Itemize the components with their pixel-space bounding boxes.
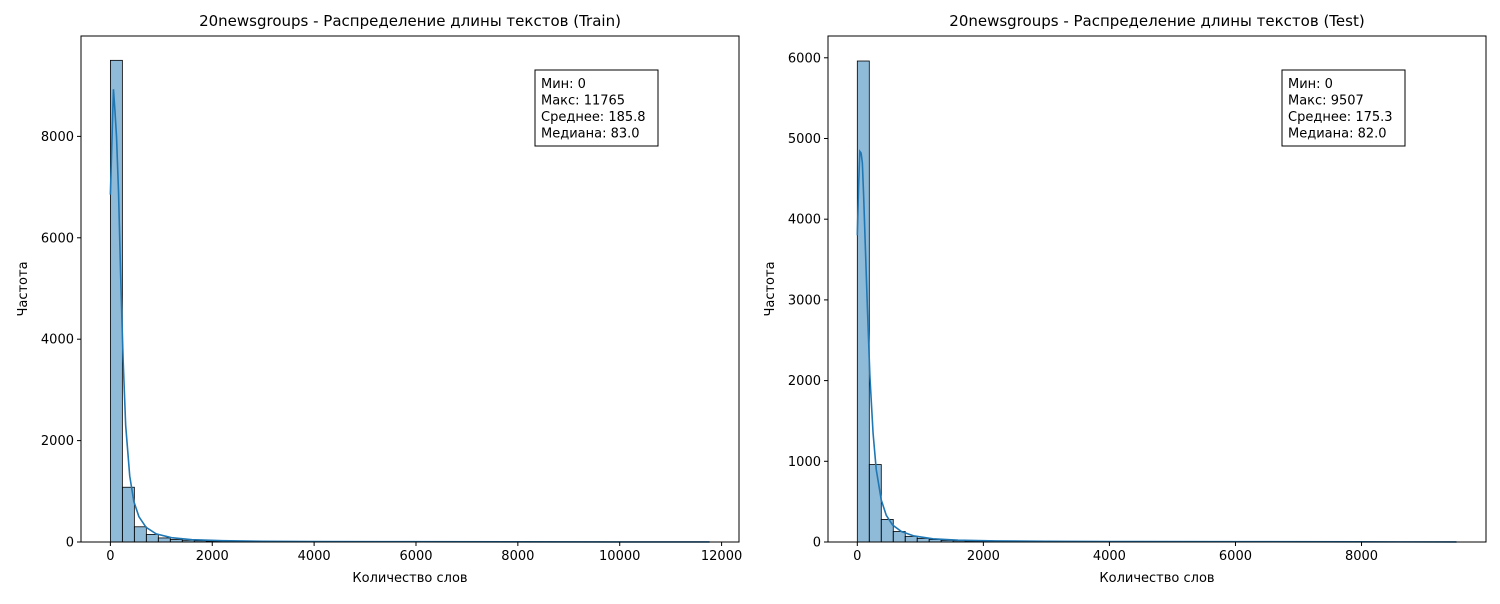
stats-line: Мин: 0 bbox=[541, 77, 586, 92]
kde-line bbox=[857, 151, 1456, 542]
y-tick-label: 6000 bbox=[41, 231, 74, 246]
x-tick-label: 2000 bbox=[196, 549, 229, 564]
histogram-bar bbox=[893, 532, 905, 542]
stats-line: Среднее: 185.8 bbox=[541, 110, 646, 125]
x-tick-label: 8000 bbox=[1345, 549, 1378, 564]
x-tick-label: 6000 bbox=[1219, 549, 1252, 564]
y-tick-label: 8000 bbox=[41, 130, 74, 145]
chart-panel-0: 0 2000 4000 6000 8000 10000 12000 0 2000 4000 6000… bbox=[16, 12, 742, 586]
histogram-bar bbox=[869, 465, 881, 542]
stats-line: Макс: 11765 bbox=[541, 94, 625, 109]
chart-panel-1: 0 2000 4000 6000 8000 0 1000 2000 3000 4000 5000 60… bbox=[763, 12, 1486, 586]
stats-line: Среднее: 175.3 bbox=[1288, 110, 1393, 125]
x-tick-label: 0 bbox=[106, 549, 114, 564]
x-axis-label: Количество слов bbox=[352, 571, 467, 586]
y-tick-label: 2000 bbox=[788, 374, 821, 389]
y-tick-label: 4000 bbox=[788, 213, 821, 228]
kde-line bbox=[110, 89, 709, 542]
x-tick-label: 12000 bbox=[701, 549, 742, 564]
stats-line: Мин: 0 bbox=[1288, 77, 1333, 92]
y-tick-label: 4000 bbox=[41, 333, 74, 348]
stats-line: Медиана: 83.0 bbox=[541, 127, 640, 142]
x-tick-label: 0 bbox=[853, 549, 861, 564]
y-axis-label: Частота bbox=[16, 261, 31, 316]
x-axis-label: Количество слов bbox=[1099, 571, 1214, 586]
chart-title: 20newsgroups - Распределение длины текст… bbox=[949, 12, 1364, 30]
y-tick-label: 3000 bbox=[788, 293, 821, 308]
y-tick-label: 0 bbox=[66, 536, 74, 551]
y-tick-label: 5000 bbox=[788, 132, 821, 147]
stats-line: Макс: 9507 bbox=[1288, 94, 1364, 109]
histogram-bar bbox=[146, 534, 158, 542]
y-tick-label: 2000 bbox=[41, 434, 74, 449]
histogram-bar bbox=[905, 536, 917, 542]
x-tick-label: 6000 bbox=[399, 549, 432, 564]
x-tick-label: 8000 bbox=[501, 549, 534, 564]
stats-line: Медиана: 82.0 bbox=[1288, 127, 1387, 142]
x-tick-label: 10000 bbox=[599, 549, 640, 564]
y-tick-label: 6000 bbox=[788, 51, 821, 66]
x-tick-label: 2000 bbox=[967, 549, 1000, 564]
chart-title: 20newsgroups - Распределение длины текст… bbox=[199, 12, 621, 30]
y-tick-label: 1000 bbox=[788, 455, 821, 470]
histogram-bar bbox=[917, 538, 929, 542]
histogram-bar bbox=[158, 538, 170, 542]
y-axis-label: Частота bbox=[763, 261, 778, 316]
histogram-bar bbox=[134, 527, 146, 542]
y-tick-label: 0 bbox=[813, 536, 821, 551]
x-tick-label: 4000 bbox=[298, 549, 331, 564]
x-tick-label: 4000 bbox=[1093, 549, 1126, 564]
